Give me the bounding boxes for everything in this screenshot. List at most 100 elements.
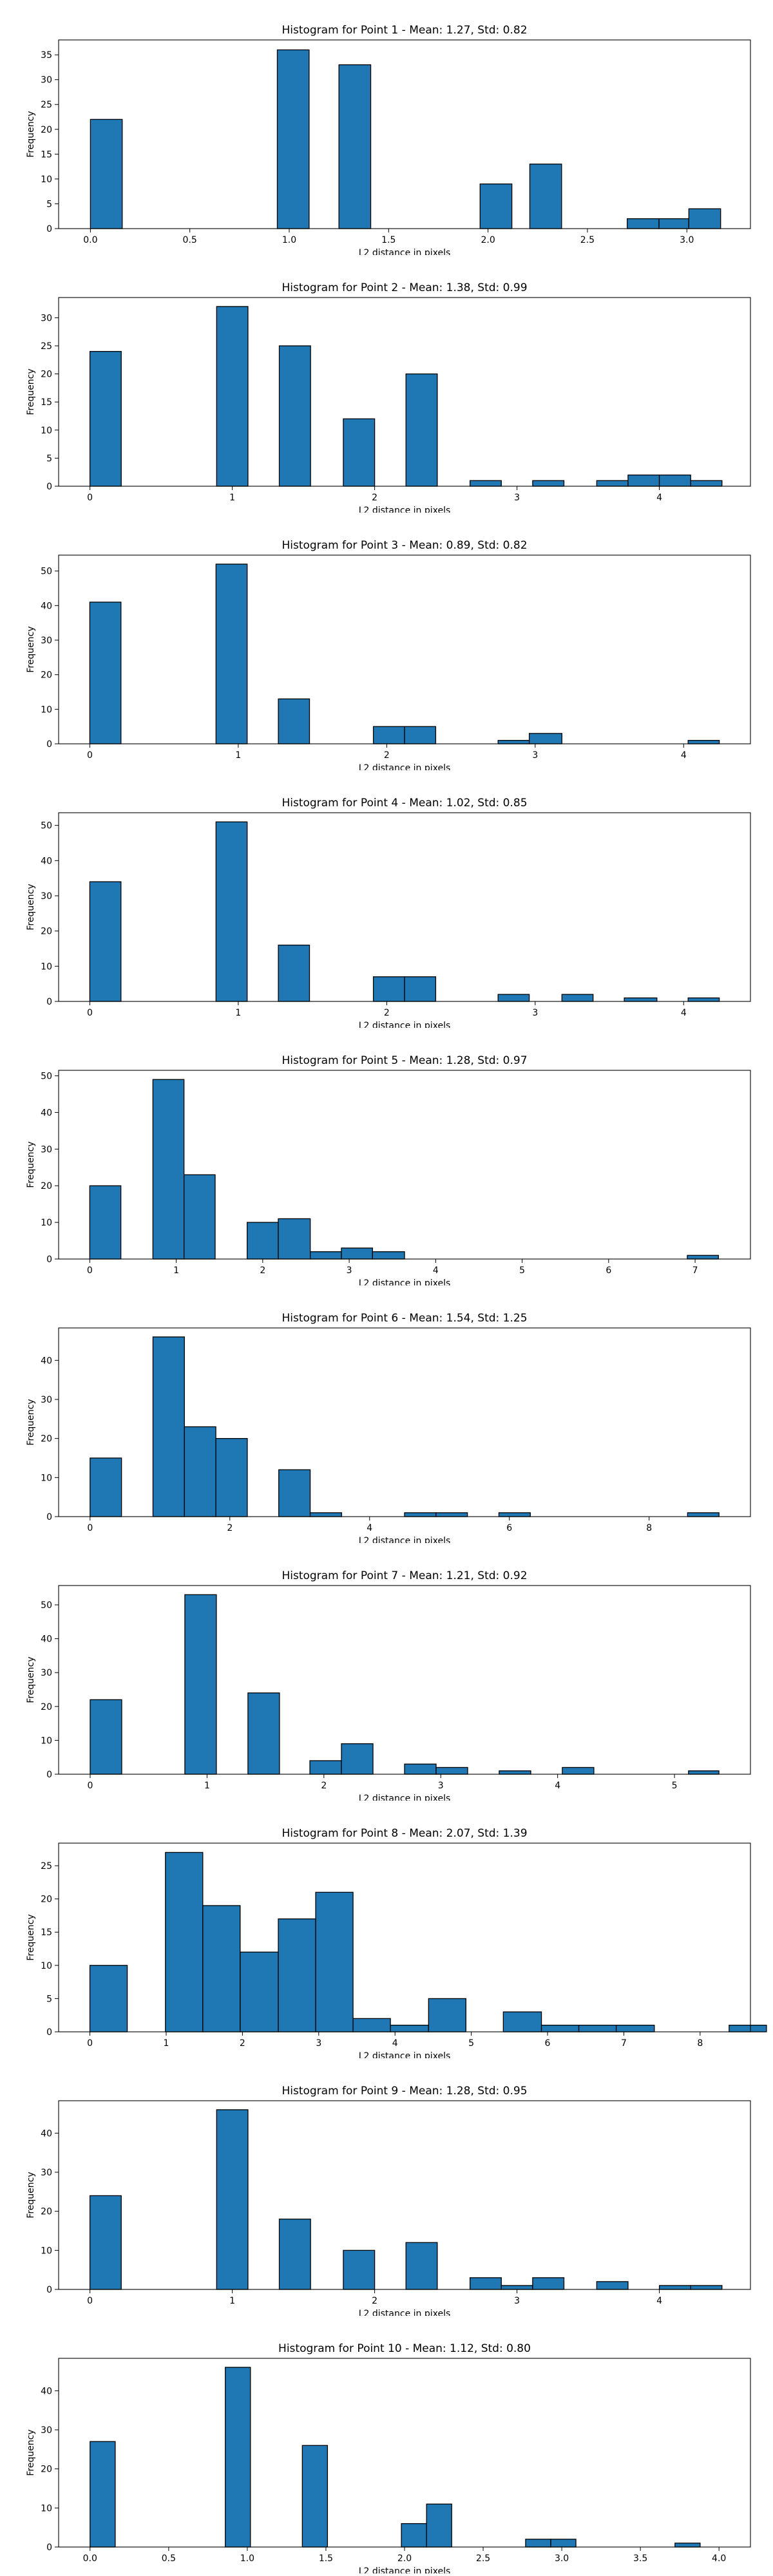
x-tick-label: 4	[656, 493, 662, 503]
histogram-bar	[152, 1079, 185, 1260]
plot-frame	[58, 297, 751, 487]
histogram-bar	[405, 373, 438, 487]
x-axis-label: L2 distance in pixels	[359, 763, 451, 770]
histogram-bar	[528, 733, 562, 744]
x-tick-label: 0	[87, 750, 93, 761]
histogram-bar	[278, 1918, 316, 2032]
plot-frame	[58, 1842, 751, 2032]
histogram-bar	[688, 1770, 720, 1775]
histogram-bar	[215, 1438, 248, 1517]
histogram-bar	[390, 2025, 429, 2032]
y-tick-label: 20	[41, 370, 52, 380]
y-tick-label: 15	[41, 1927, 52, 1938]
histogram-bar	[90, 118, 123, 229]
x-tick-label: 0	[87, 1265, 93, 1276]
chart-title: Histogram for Point 7 - Mean: 1.21, Std:…	[282, 1569, 527, 1582]
x-tick-label: 3	[532, 750, 538, 761]
histogram-svg: Histogram for Point 10 - Mean: 1.12, Std…	[26, 2342, 751, 2576]
x-tick-label: 5	[672, 1781, 678, 1791]
y-tick-label: 30	[41, 891, 52, 902]
histogram-bar	[687, 1512, 720, 1517]
x-tick-label: 2	[260, 1265, 265, 1276]
x-tick-label: 3	[514, 2296, 520, 2306]
chart-title: Histogram for Point 10 - Mean: 1.12, Std…	[278, 2342, 531, 2355]
y-tick-label: 15	[41, 149, 52, 160]
x-tick-label: 4	[392, 2038, 398, 2049]
histogram-bar	[532, 2277, 565, 2290]
y-tick-label: 20	[41, 2465, 52, 2475]
x-tick-label: 1	[204, 1781, 210, 1791]
y-tick-label: 20	[41, 1895, 52, 1905]
histogram-bar	[561, 994, 594, 1002]
histogram-bar	[688, 208, 721, 229]
y-tick-label: 15	[41, 397, 52, 408]
x-tick-label: 0	[87, 2296, 93, 2306]
histogram-bar	[624, 997, 658, 1002]
x-tick-label: 3	[532, 1008, 538, 1018]
x-tick-label: 2.5	[476, 2553, 490, 2564]
y-axis-label: Frequency	[26, 368, 36, 415]
x-tick-label: 2	[227, 1523, 233, 1533]
histogram-svg: Histogram for Point 8 - Mean: 2.07, Std:…	[26, 1827, 767, 2061]
histogram-bar	[372, 976, 405, 1002]
y-axis-label: Frequency	[26, 626, 36, 672]
histogram-bar	[529, 164, 562, 229]
chart-title: Histogram for Point 3 - Mean: 0.89, Std:…	[282, 539, 527, 552]
x-tick-label: 7	[621, 2038, 627, 2049]
y-axis-label: Frequency	[26, 1399, 36, 1445]
histogram-bar	[426, 2503, 452, 2548]
y-tick-label: 40	[41, 2128, 52, 2139]
y-tick-label: 40	[41, 1108, 52, 1118]
histogram-bar	[90, 1457, 122, 1517]
histogram-bar	[627, 218, 660, 229]
histogram-panel: Histogram for Point 7 - Mean: 1.21, Std:…	[0, 1546, 773, 1804]
y-axis-label: Frequency	[26, 1914, 36, 1960]
y-tick-label: 30	[41, 2425, 52, 2436]
y-tick-label: 5	[46, 453, 52, 464]
plot-frame	[58, 1070, 751, 1260]
histogram-bar	[401, 2523, 427, 2548]
x-tick-label: 1.0	[282, 235, 296, 245]
histogram-bar	[301, 2445, 329, 2548]
chart-title: Histogram for Point 6 - Mean: 1.54, Std:…	[282, 1312, 527, 1325]
y-tick-label: 30	[41, 313, 52, 323]
plot-frame	[58, 554, 751, 744]
plot-frame	[58, 812, 751, 1002]
y-axis-label: Frequency	[26, 2172, 36, 2218]
chart-title: Histogram for Point 9 - Mean: 1.28, Std:…	[282, 2085, 527, 2098]
y-tick-label: 25	[41, 1861, 52, 1871]
x-tick-label: 0	[87, 1008, 93, 1018]
histogram-bar	[687, 997, 720, 1002]
histogram-panel: Histogram for Point 5 - Mean: 1.28, Std:…	[0, 1030, 773, 1289]
y-tick-label: 40	[41, 2386, 52, 2396]
x-tick-label: 7	[692, 1265, 698, 1276]
y-axis-label: Frequency	[26, 884, 36, 930]
histogram-bar	[372, 1251, 405, 1260]
x-tick-label: 0.0	[83, 235, 97, 245]
histogram-panel: Histogram for Point 3 - Mean: 0.89, Std:…	[0, 515, 773, 773]
histogram-panel: Histogram for Point 8 - Mean: 2.07, Std:…	[0, 1803, 773, 2061]
histogram-bar	[216, 2109, 249, 2290]
y-tick-label: 20	[41, 670, 52, 681]
x-tick-label: 1	[164, 2038, 169, 2049]
histogram-bar	[184, 1594, 217, 1775]
y-tick-label: 0	[46, 1770, 52, 1780]
histogram-bar	[90, 1699, 122, 1775]
x-tick-label: 1.0	[240, 2553, 254, 2564]
y-tick-label: 30	[41, 1395, 52, 1405]
chart-title: Histogram for Point 1 - Mean: 1.27, Std:…	[282, 24, 527, 37]
histogram-bar	[540, 2025, 580, 2032]
histogram-bar	[152, 1336, 185, 1517]
plot-frame	[58, 2358, 751, 2548]
y-tick-label: 30	[41, 75, 52, 86]
chart-title: Histogram for Point 4 - Mean: 1.02, Std:…	[282, 797, 527, 810]
y-tick-label: 30	[41, 2168, 52, 2178]
histogram-svg: Histogram for Point 5 - Mean: 1.28, Std:…	[26, 1054, 751, 1289]
x-tick-label: 0.5	[183, 235, 197, 245]
histogram-bar	[278, 1469, 311, 1517]
histogram-bar	[615, 2025, 655, 2032]
y-tick-label: 10	[41, 2503, 52, 2514]
x-tick-label: 5	[468, 2038, 474, 2049]
histogram-bar	[215, 821, 248, 1002]
